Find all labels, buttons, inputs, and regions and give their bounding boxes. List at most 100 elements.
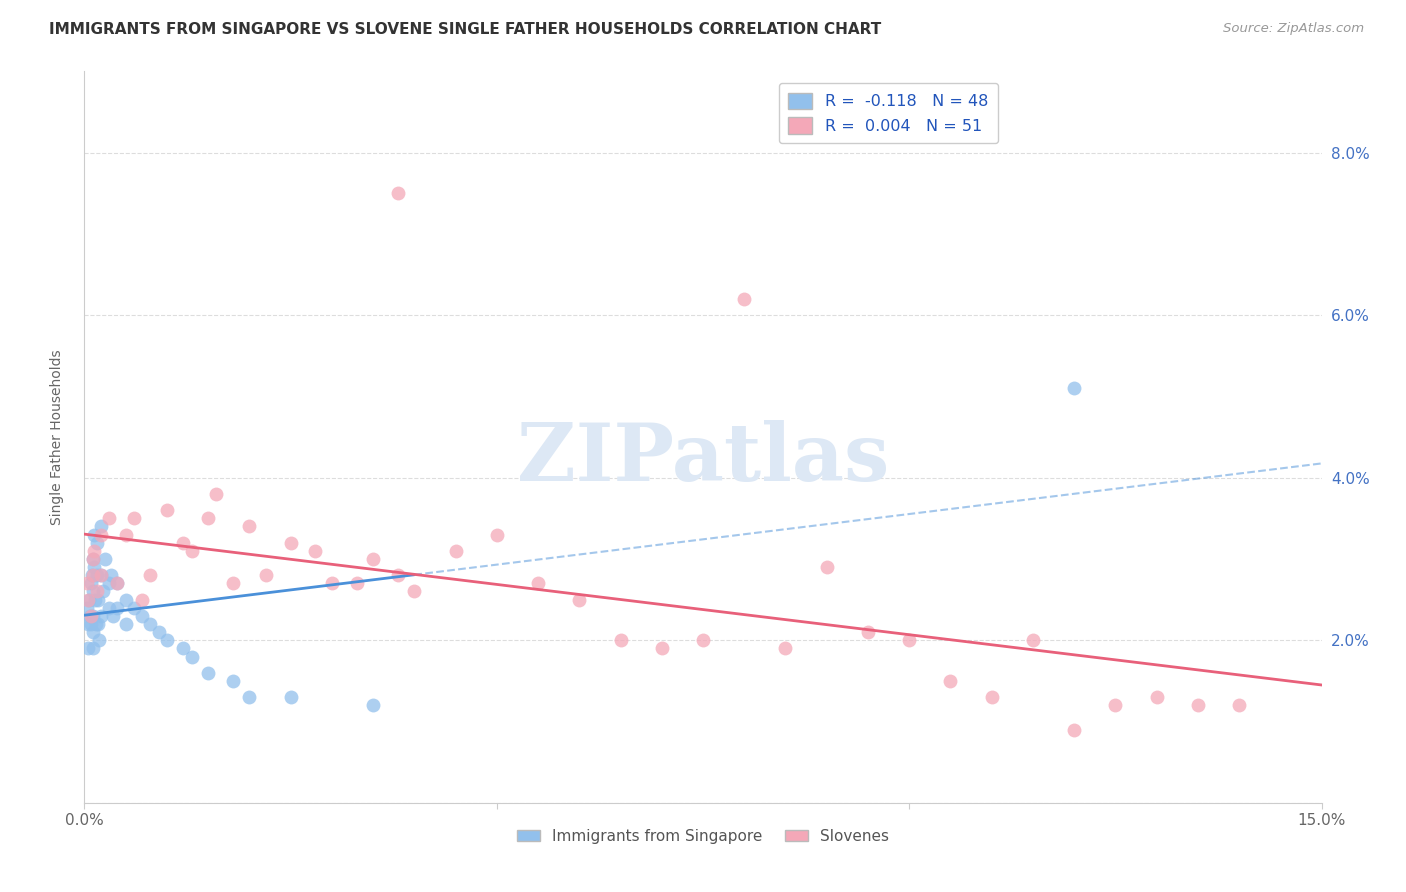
Point bbox=[76, 600, 98, 615]
Point bbox=[83, 544, 105, 558]
Point bbox=[1104, 698, 1126, 713]
Point bbox=[304, 544, 326, 558]
Point bbox=[86, 584, 108, 599]
Point bbox=[1022, 633, 1045, 648]
Point bbox=[105, 576, 128, 591]
Point bbox=[815, 560, 838, 574]
Point bbox=[87, 617, 110, 632]
Point bbox=[98, 576, 121, 591]
Point bbox=[609, 633, 631, 648]
Point bbox=[80, 608, 103, 623]
Point bbox=[79, 608, 101, 623]
Point bbox=[131, 608, 153, 623]
Point bbox=[733, 292, 755, 306]
Point bbox=[222, 576, 245, 591]
Point bbox=[651, 641, 673, 656]
Point bbox=[131, 592, 153, 607]
Point bbox=[387, 568, 409, 582]
Point bbox=[122, 600, 145, 615]
Point bbox=[568, 592, 591, 607]
Point bbox=[238, 519, 260, 533]
Point bbox=[139, 568, 162, 582]
Point bbox=[82, 568, 104, 582]
Point bbox=[280, 690, 302, 705]
Point bbox=[103, 608, 125, 623]
Point bbox=[105, 576, 128, 591]
Point bbox=[321, 576, 343, 591]
Point bbox=[280, 535, 302, 549]
Point bbox=[361, 552, 384, 566]
Point bbox=[139, 617, 162, 632]
Point bbox=[1063, 723, 1085, 737]
Point bbox=[76, 576, 98, 591]
Point bbox=[114, 592, 136, 607]
Point bbox=[80, 576, 103, 591]
Point bbox=[404, 584, 426, 599]
Point bbox=[444, 544, 467, 558]
Point bbox=[86, 592, 108, 607]
Point bbox=[84, 592, 107, 607]
Point bbox=[82, 641, 104, 656]
Point bbox=[105, 600, 128, 615]
Point bbox=[222, 673, 245, 688]
Point bbox=[90, 519, 112, 533]
Point bbox=[90, 527, 112, 541]
Point bbox=[83, 560, 105, 574]
Point bbox=[1063, 381, 1085, 395]
Y-axis label: Single Father Households: Single Father Households bbox=[49, 350, 63, 524]
Point bbox=[361, 698, 384, 713]
Point bbox=[692, 633, 714, 648]
Point bbox=[114, 527, 136, 541]
Point bbox=[90, 608, 112, 623]
Point bbox=[898, 633, 921, 648]
Point bbox=[89, 633, 111, 648]
Point bbox=[82, 584, 104, 599]
Point bbox=[156, 503, 179, 517]
Text: Source: ZipAtlas.com: Source: ZipAtlas.com bbox=[1223, 22, 1364, 36]
Point bbox=[148, 625, 170, 640]
Point bbox=[80, 617, 103, 632]
Point bbox=[77, 592, 100, 607]
Point bbox=[254, 568, 277, 582]
Point bbox=[775, 641, 797, 656]
Point bbox=[90, 568, 112, 582]
Point bbox=[80, 568, 103, 582]
Point bbox=[980, 690, 1002, 705]
Point bbox=[83, 527, 105, 541]
Point bbox=[197, 511, 219, 525]
Point bbox=[180, 649, 202, 664]
Point bbox=[86, 535, 108, 549]
Point bbox=[94, 552, 117, 566]
Point bbox=[82, 625, 104, 640]
Point bbox=[485, 527, 508, 541]
Legend: Immigrants from Singapore, Slovenes: Immigrants from Singapore, Slovenes bbox=[510, 822, 896, 850]
Point bbox=[77, 641, 100, 656]
Point bbox=[527, 576, 550, 591]
Point bbox=[98, 600, 121, 615]
Point bbox=[197, 665, 219, 680]
Point bbox=[856, 625, 879, 640]
Point bbox=[205, 487, 228, 501]
Text: ZIPatlas: ZIPatlas bbox=[517, 420, 889, 498]
Point bbox=[346, 576, 368, 591]
Point bbox=[172, 641, 194, 656]
Point bbox=[77, 617, 100, 632]
Point bbox=[79, 592, 101, 607]
Point bbox=[84, 617, 107, 632]
Point bbox=[86, 568, 108, 582]
Point bbox=[82, 552, 104, 566]
Point bbox=[939, 673, 962, 688]
Point bbox=[1187, 698, 1209, 713]
Point bbox=[156, 633, 179, 648]
Point bbox=[122, 511, 145, 525]
Point bbox=[82, 608, 104, 623]
Point bbox=[387, 186, 409, 201]
Point bbox=[1146, 690, 1168, 705]
Point bbox=[1227, 698, 1250, 713]
Point bbox=[90, 568, 112, 582]
Point bbox=[100, 568, 122, 582]
Point bbox=[114, 617, 136, 632]
Point bbox=[180, 544, 202, 558]
Point bbox=[98, 511, 121, 525]
Text: IMMIGRANTS FROM SINGAPORE VS SLOVENE SINGLE FATHER HOUSEHOLDS CORRELATION CHART: IMMIGRANTS FROM SINGAPORE VS SLOVENE SIN… bbox=[49, 22, 882, 37]
